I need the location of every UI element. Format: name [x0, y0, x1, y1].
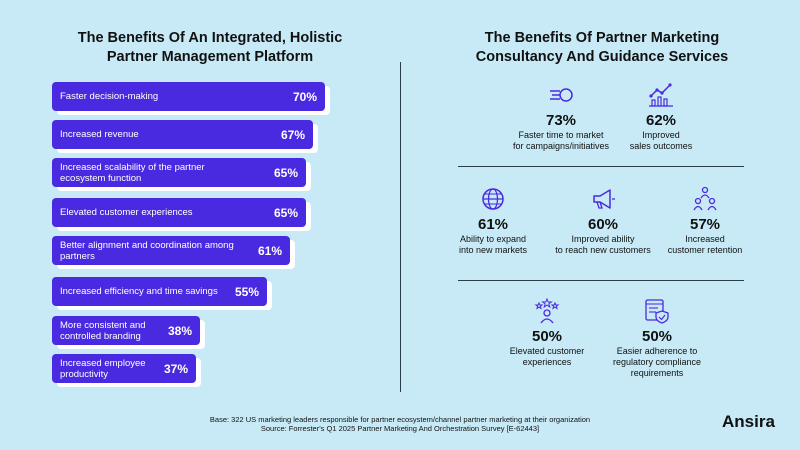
stat-customer-retention: 57% Increased customer retention [630, 186, 780, 256]
bar-value-label: 70% [292, 89, 317, 104]
stat-label: Improved ability to reach new customers [528, 234, 678, 256]
stat-value: 50% [641, 328, 673, 345]
stat-label-line2: into new markets [458, 245, 528, 255]
stat-label: Ability to expand into new markets [418, 234, 568, 256]
stat-reach-new-customers: 60% Improved ability to reach new custom… [528, 186, 678, 256]
stat-label-line2: regulatory compliance [612, 357, 702, 367]
right-title: The Benefits Of Partner Marketing Consul… [432, 29, 772, 67]
megaphone-icon [593, 189, 615, 209]
bar-label: Increased employee productivity [60, 357, 146, 380]
stat-elevated-experiences: 50% Elevated customer experiences [472, 298, 622, 368]
stat-label: Elevated customer experiences [472, 346, 622, 368]
footer-note: Base: 322 US marketing leaders responsib… [140, 415, 660, 433]
stars-person-icon [534, 298, 560, 324]
ansira-logo: Ansira [722, 412, 775, 431]
stat-label: Improved sales outcomes [586, 130, 736, 152]
stat-label-line1: Improved [642, 130, 680, 140]
stat-label-line1: Ability to expand [459, 234, 527, 244]
horizontal-divider-2 [458, 280, 744, 281]
stat-value: 73% [545, 112, 577, 129]
stat-label: Easier adherence to regulatory complianc… [582, 346, 732, 379]
stat-value: 60% [587, 216, 619, 233]
left-title: The Benefits Of An Integrated, Holistic … [40, 29, 380, 67]
bar-value-label: 65% [273, 205, 298, 220]
bar-label: Increased efficiency and time savings [60, 286, 218, 297]
globe-icon [482, 188, 504, 210]
stat-label-line2: for campaigns/initiatives [512, 141, 610, 151]
bar-label: Elevated customer experiences [60, 207, 193, 218]
bar-label: Increased revenue [60, 129, 139, 140]
stat-label-line2: customer retention [667, 245, 743, 255]
bar-label: Faster decision-making [60, 91, 159, 102]
bar-4: Elevated customer experiences 65% [52, 198, 306, 227]
bar-label: More consistent and controlled branding [60, 319, 146, 342]
bar-value-label: 61% [257, 243, 282, 258]
footer-source: Source: Forrester's Q1 2025 Partner Mark… [260, 424, 540, 433]
bar-value-label: 65% [273, 165, 298, 180]
bar-3: Increased scalability of the partner eco… [52, 158, 306, 187]
stat-label-line1: Faster time to market [518, 130, 604, 140]
right-title-line1: The Benefits Of Partner Marketing [484, 30, 720, 46]
stat-label-line1: Increased [685, 234, 725, 244]
growth-chart-icon [649, 83, 673, 107]
bar-1: Faster decision-making 70% [52, 82, 325, 111]
bar-value-label: 37% [163, 361, 188, 376]
stat-improved-sales: 62% Improved sales outcomes [586, 82, 736, 152]
stat-label-line2: sales outcomes [629, 141, 693, 151]
bar-2: Increased revenue 67% [52, 120, 313, 149]
checklist-shield-icon [645, 299, 669, 324]
stat-value: 57% [689, 216, 721, 233]
stat-label-line2: experiences [522, 357, 572, 367]
stat-label-line1: Easier adherence to [616, 346, 698, 356]
bar-5: Better alignment and coordination among … [52, 236, 290, 265]
stat-value: 62% [645, 112, 677, 129]
bar-label: Increased scalability of the partner eco… [60, 161, 205, 184]
stat-value: 50% [531, 328, 563, 345]
stat-expand-markets: 61% Ability to expand into new markets [418, 186, 568, 256]
bar-value-label: 67% [280, 127, 305, 142]
stat-regulatory-compliance: 50% Easier adherence to regulatory compl… [582, 298, 732, 379]
bar-value-label: 55% [234, 284, 259, 299]
horizontal-divider-1 [458, 166, 744, 167]
stat-label: Increased customer retention [630, 234, 780, 256]
bar-value-label: 38% [167, 323, 192, 338]
vertical-divider [400, 62, 401, 392]
footer-base: Base: 322 US marketing leaders responsib… [209, 415, 591, 424]
people-group-icon [693, 186, 717, 211]
left-title-line1: The Benefits Of An Integrated, Holistic [77, 30, 343, 46]
bar-7: More consistent and controlled branding 3… [52, 316, 200, 345]
bar-8: Increased employee productivity 37% [52, 354, 196, 383]
stat-label-line1: Improved ability [571, 234, 635, 244]
stat-label-line2: to reach new customers [555, 245, 651, 255]
stat-label: Faster time to market for campaigns/init… [486, 130, 636, 152]
speed-icon [550, 88, 573, 102]
right-title-line2: Consultancy And Guidance Services [475, 49, 729, 65]
stat-label-line1: Elevated customer [509, 346, 585, 356]
left-title-line2: Partner Management Platform [106, 49, 314, 65]
bar-label: Better alignment and coordination among … [60, 239, 234, 262]
bar-6: Increased efficiency and time savings 55% [52, 277, 267, 306]
stat-value: 61% [477, 216, 509, 233]
stat-faster-time-to-market: 73% Faster time to market for campaigns/… [486, 82, 636, 152]
stat-label-line3: requirements [630, 368, 684, 378]
